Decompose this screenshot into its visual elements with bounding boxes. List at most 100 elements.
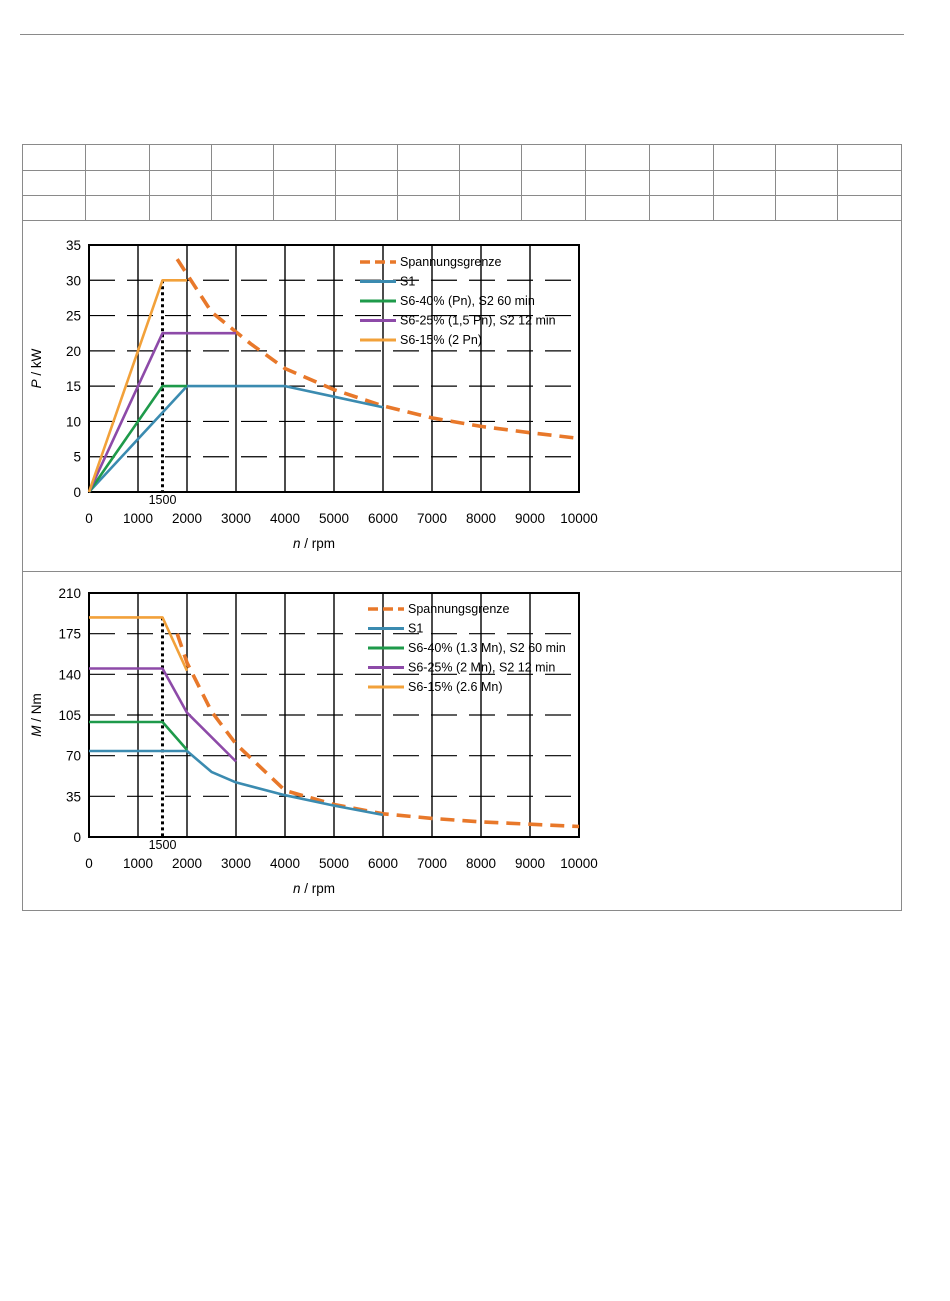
rated-speed-label: 1500 — [149, 493, 177, 507]
legend-entry: S6-40% (1.3 Mn), S2 60 min — [408, 641, 566, 655]
x-axis-label-variable: n — [293, 881, 301, 896]
spec-table-cell — [23, 195, 86, 221]
chart-grid — [89, 593, 579, 837]
plot-frame — [88, 244, 580, 493]
torque-chart: 1500 0 1000 2000 3000 4000 5000 6000 7000 8000 900… — [29, 586, 598, 896]
series-line — [175, 258, 580, 441]
spec-table-row — [23, 195, 901, 221]
spec-table-cell — [85, 195, 150, 221]
spec-table-cell — [85, 170, 150, 196]
x-axis-label-variable: n — [293, 536, 301, 551]
legend-entry: S6-40% (Pn), S2 60 min — [400, 294, 535, 308]
spec-table-cell — [23, 170, 86, 196]
plot-frame — [88, 592, 580, 838]
spec-table-cell — [713, 170, 776, 196]
x-tick-label: 0 — [85, 856, 93, 871]
series-line — [87, 384, 187, 493]
x-tick-label: 2000 — [172, 511, 202, 526]
x-axis-label-unit: / rpm — [301, 536, 336, 551]
spec-table-cell — [211, 170, 274, 196]
spec-table-cell — [649, 170, 714, 196]
x-tick-label: 3000 — [221, 856, 251, 871]
series-line — [89, 720, 188, 751]
x-tick-label: 2000 — [172, 856, 202, 871]
legend-entry: S6-25% (1,5 Pn), S2 12 min — [400, 314, 556, 328]
y-axis-label: M / Nm — [29, 693, 44, 737]
spec-table-cell — [521, 145, 586, 171]
y-tick-label: 105 — [58, 708, 81, 723]
y-tick-label: 140 — [58, 667, 81, 682]
x-tick-label: 9000 — [515, 856, 545, 871]
spec-table-cell — [521, 195, 586, 221]
torque-chart-panel: 1500 0 1000 2000 3000 4000 5000 6000 7000 8000 900… — [23, 572, 901, 910]
series-line — [89, 749, 384, 817]
rated-speed-label: 1500 — [149, 838, 177, 852]
spec-table-cell — [23, 145, 86, 171]
spec-table-cell — [149, 145, 212, 171]
x-tick-label: 4000 — [270, 856, 300, 871]
y-tick-label: 5 — [73, 450, 81, 465]
y-tick-label: 15 — [66, 379, 81, 394]
spec-table-cell — [335, 195, 398, 221]
spec-table-cell — [713, 195, 776, 221]
spec-table-cell — [649, 195, 714, 221]
x-tick-label: 1000 — [123, 856, 153, 871]
y-axis-label-variable: P — [29, 379, 44, 388]
legend-entry: S6-15% (2 Pn) — [400, 333, 482, 347]
spec-table-cell — [459, 170, 522, 196]
x-tick-label: 5000 — [319, 511, 349, 526]
top-rule — [20, 34, 904, 35]
legend-entry: Spannungsgrenze — [408, 602, 510, 616]
spec-table-cell — [585, 195, 650, 221]
y-tick-label: 30 — [66, 273, 81, 288]
x-axis-label: n / rpm — [293, 536, 335, 551]
x-tick-label: 9000 — [515, 511, 545, 526]
series-line — [87, 279, 187, 493]
x-tick-label: 10000 — [560, 511, 598, 526]
x-tick-label: 7000 — [417, 856, 447, 871]
power-chart-panel: 1500 0 1000 2000 3000 4000 5000 6000 7000 8000 900… — [23, 223, 901, 572]
x-tick-label: 1000 — [123, 511, 153, 526]
spec-table-cell — [837, 170, 901, 196]
x-tick-label: 8000 — [466, 511, 496, 526]
series-line — [88, 384, 384, 493]
x-tick-label: 7000 — [417, 511, 447, 526]
spec-table-cell — [149, 195, 212, 221]
y-tick-label: 0 — [73, 830, 81, 845]
spec-table-cell — [149, 170, 212, 196]
spec-table-cell — [273, 170, 336, 196]
x-tick-label: 8000 — [466, 856, 496, 871]
spec-table-cell — [273, 195, 336, 221]
spec-table-cell — [585, 170, 650, 196]
series-line — [89, 667, 237, 763]
x-axis-label-unit: / rpm — [301, 881, 336, 896]
x-tick-label: 0 — [85, 511, 93, 526]
spec-table-cell — [397, 195, 460, 221]
y-tick-label: 70 — [66, 749, 81, 764]
legend-entry: Spannungsgrenze — [400, 255, 502, 269]
x-tick-label: 10000 — [560, 856, 598, 871]
spec-table-cell — [273, 145, 336, 171]
spec-table-cell — [335, 170, 398, 196]
y-tick-label: 35 — [66, 789, 81, 804]
chart-legend: Spannungsgrenze S1 S6-40% (Pn), S2 60 min S… — [360, 255, 556, 347]
spec-table-cell — [211, 145, 274, 171]
spec-table-row — [23, 145, 901, 171]
y-axis-label-unit: / kW — [29, 348, 44, 379]
chart-legend: Spannungsgrenze S1 S6-40% (1.3 Mn), S2 60 … — [368, 602, 566, 694]
spec-table-cell — [335, 145, 398, 171]
spec-table-cell — [85, 145, 150, 171]
x-tick-label: 4000 — [270, 511, 300, 526]
x-tick-label: 3000 — [221, 511, 251, 526]
spec-table-cell — [585, 145, 650, 171]
legend-entry: S6-15% (2.6 Mn) — [408, 680, 502, 694]
spec-table-cell — [459, 195, 522, 221]
spec-table-cell — [775, 145, 838, 171]
y-tick-label: 25 — [66, 309, 81, 324]
y-tick-label: 175 — [58, 627, 81, 642]
spec-table-cell — [837, 195, 901, 221]
y-tick-label: 20 — [66, 344, 81, 359]
x-axis-label: n / rpm — [293, 881, 335, 896]
y-axis-label-variable: M — [29, 725, 44, 737]
y-axis-label-unit: / Nm — [29, 693, 44, 725]
